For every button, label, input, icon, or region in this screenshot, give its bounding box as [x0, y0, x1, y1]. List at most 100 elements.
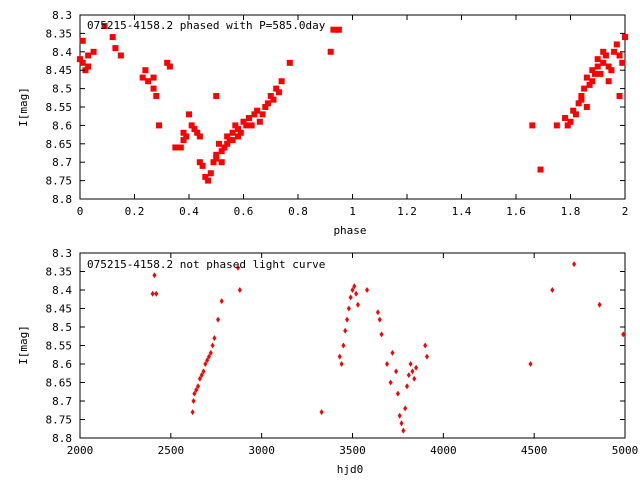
phased-y-tick-label: 8.55 — [46, 101, 73, 114]
phased-data-point — [150, 85, 157, 92]
phased-data-point — [259, 111, 266, 118]
unphased-data-point — [212, 335, 217, 342]
unphased-data-point — [528, 361, 533, 367]
unphased-data-point — [550, 287, 555, 293]
unphased-plot-ylabel: I[mag] — [17, 325, 30, 365]
phased-data-point — [278, 78, 285, 85]
unphased-data-point — [375, 309, 380, 316]
phased-data-point — [529, 122, 536, 129]
unphased-data-point — [210, 342, 215, 349]
phased-data-point — [235, 126, 242, 133]
phased-data-point — [619, 59, 626, 66]
phased-data-point — [213, 155, 220, 162]
phased-x-tick-label: 0.8 — [288, 205, 308, 218]
unphased-data-point — [199, 372, 204, 379]
phased-data-point — [235, 133, 242, 140]
phased-data-point — [262, 104, 269, 110]
unphased-x-tick-label: 2000 — [67, 444, 94, 457]
phased-data-point — [183, 133, 190, 140]
unphased-data-point — [355, 301, 360, 308]
phased-data-point — [85, 63, 92, 70]
phased-data-point — [229, 129, 236, 136]
unphased-x-tick-label: 4500 — [521, 444, 548, 457]
phased-data-point — [210, 159, 217, 166]
unphased-data-point — [216, 316, 221, 323]
phased-x-tick-label: 1.4 — [452, 205, 472, 218]
phased-data-point — [224, 133, 231, 140]
phased-data-point — [594, 56, 601, 63]
unphased-data-point — [339, 361, 344, 367]
unphased-y-tick-label: 8.8 — [52, 432, 72, 445]
phased-data-point — [586, 81, 593, 88]
unphased-data-point — [403, 405, 408, 412]
unphased-data-point — [621, 331, 626, 338]
unphased-data-point — [341, 342, 346, 349]
unphased-data-point — [343, 327, 348, 334]
phased-data-point — [286, 59, 293, 66]
phased-x-tick-label: 1.8 — [561, 205, 581, 218]
phased-data-point — [327, 48, 334, 55]
unphased-data-point — [408, 361, 413, 367]
unphased-x-tick-label: 2500 — [158, 444, 185, 457]
phased-y-tick-label: 8.6 — [52, 119, 72, 132]
unphased-data-point — [388, 379, 393, 386]
phased-data-point — [79, 59, 86, 66]
unphased-y-tick-label: 8.5 — [52, 321, 72, 334]
unphased-data-point — [337, 353, 342, 360]
unphased-data-point — [406, 372, 411, 379]
phased-data-point — [186, 111, 192, 118]
unphased-data-point — [203, 361, 208, 367]
unphased-data-point — [205, 357, 210, 364]
unphased-data-point — [237, 287, 242, 293]
phased-data-point — [240, 118, 247, 125]
phased-data-point — [275, 89, 282, 96]
phased-data-point — [156, 122, 163, 129]
unphased-data-point — [395, 390, 400, 397]
phased-data-point — [196, 133, 203, 140]
phased-data-point — [605, 63, 612, 70]
phased-y-tick-label: 8.8 — [52, 193, 72, 206]
phased-data-point — [180, 137, 187, 144]
phased-plot-xlabel: phase — [333, 224, 366, 237]
phased-data-point — [243, 122, 250, 129]
phased-y-tick-label: 8.4 — [52, 46, 72, 59]
phased-data-point — [583, 104, 590, 110]
phased-data-point — [335, 26, 342, 33]
unphased-data-point — [201, 368, 206, 375]
unphased-data-point — [352, 283, 357, 290]
phased-data-point — [196, 159, 203, 166]
phased-data-point — [77, 56, 83, 63]
unphased-data-point — [424, 353, 429, 360]
phased-data-point — [251, 111, 258, 118]
unphased-x-tick-label: 3000 — [248, 444, 275, 457]
unphased-data-point — [206, 353, 211, 360]
phased-data-point — [85, 52, 92, 59]
unphased-y-tick-label: 8.75 — [46, 414, 73, 427]
phased-y-tick-label: 8.5 — [52, 83, 72, 96]
phased-plot: 0 0.2 0.4 0.6 0.8 1 1.2 1.4 1.6 1.8 2 8.3 8.35 8.4 8.4… — [17, 9, 628, 237]
phased-data-point — [117, 52, 124, 59]
phased-x-tick-label: 2 — [622, 205, 629, 218]
phased-data-point — [578, 96, 585, 103]
phased-data-point — [213, 151, 220, 158]
phased-data-point — [594, 63, 601, 70]
phased-data-point — [145, 78, 152, 85]
phased-plot-axes: 0 0.2 0.4 0.6 0.8 1 1.2 1.4 1.6 1.8 2 8.3 8.35 8.4 8.4… — [46, 9, 629, 218]
phased-data-point — [613, 41, 620, 48]
phased-data-point — [256, 118, 263, 125]
unphased-x-tick-label: 3500 — [339, 444, 366, 457]
unphased-y-tick-label: 8.7 — [52, 395, 72, 408]
phased-data-point — [589, 78, 596, 85]
phased-data-point — [218, 148, 225, 155]
unphased-data-point — [572, 261, 577, 268]
phased-data-point — [583, 74, 590, 81]
unphased-data-point — [150, 290, 155, 297]
unphased-data-point — [379, 331, 384, 338]
phased-data-point — [270, 96, 277, 103]
unphased-data-point — [350, 287, 355, 293]
phased-y-tick-label: 8.65 — [46, 138, 73, 151]
unphased-data-point — [152, 272, 157, 279]
phased-data-point — [172, 144, 179, 151]
unphased-data-point — [365, 287, 370, 293]
